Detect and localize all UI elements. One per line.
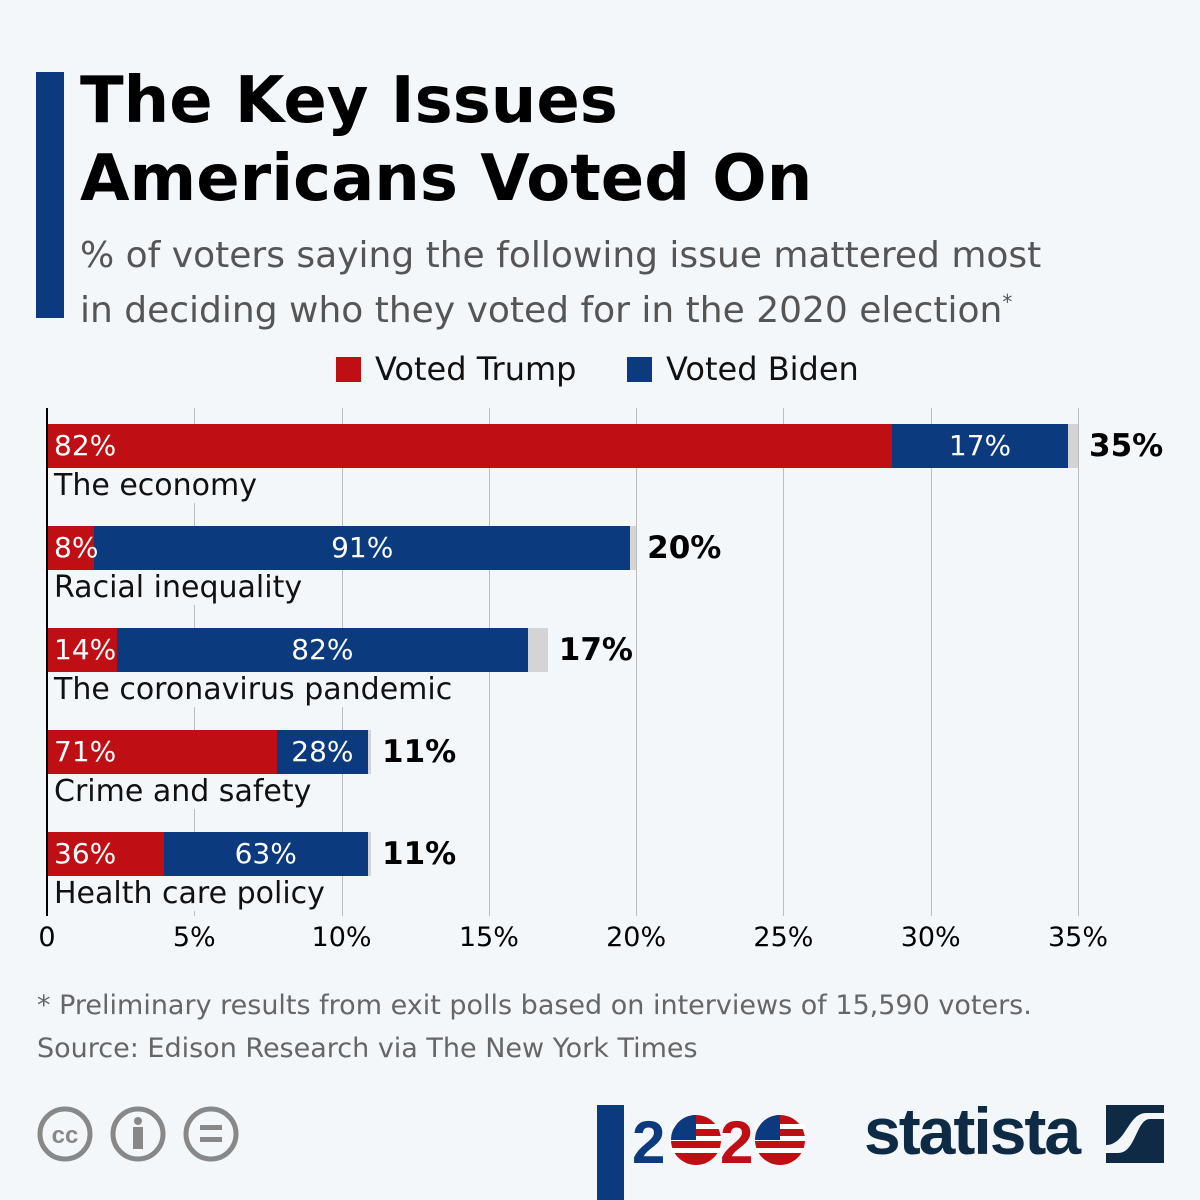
gridline (783, 408, 785, 916)
legend-label-trump: Voted Trump (375, 350, 577, 388)
x-tick-label: 25% (753, 922, 814, 953)
bar-label-biden: 82% (291, 633, 354, 666)
category-label: The coronavirus pandemic (54, 672, 457, 707)
attribution-icon (110, 1106, 166, 1162)
x-tick-label: 30% (900, 922, 961, 953)
bar-total-label: 17% (558, 632, 633, 668)
bar-trump (47, 832, 164, 876)
title-accent-bar (36, 72, 64, 318)
bar-trump (47, 628, 118, 672)
bar-label-trump: 14% (54, 633, 117, 666)
bar-biden (117, 628, 528, 672)
legend-item-trump: Voted Trump (336, 350, 576, 388)
subtitle-line-1: % of voters saying the following issue m… (80, 235, 1042, 276)
bar-label-trump: 8% (54, 531, 99, 564)
category-label: Health care policy (54, 876, 329, 911)
gridline (930, 408, 932, 916)
chart-subtitle: % of voters saying the following issue m… (80, 232, 1160, 334)
gridline (1078, 408, 1079, 916)
logo-accent-bar (597, 1105, 624, 1200)
bar-total-label: 35% (1089, 428, 1164, 464)
category-label: Crime and safety (54, 774, 316, 809)
category-label: The economy (54, 468, 261, 503)
svg-text:2: 2 (720, 1110, 753, 1170)
no-derivatives-icon (183, 1106, 239, 1162)
bar-trump (47, 424, 893, 468)
x-tick-label: 0 (38, 922, 56, 953)
bar-biden (277, 730, 368, 774)
x-tick-label: 5% (172, 922, 216, 953)
bar-label-biden: 63% (234, 837, 297, 870)
legend-swatch-trump (336, 356, 361, 382)
y-axis-line (46, 408, 48, 916)
bar-label-biden: 28% (291, 735, 354, 768)
x-tick-label: 10% (311, 922, 372, 953)
bar-biden (892, 424, 1068, 468)
subtitle-footnote-mark: * (1002, 290, 1013, 314)
statista-logo-icon (1106, 1105, 1164, 1163)
cc-license-icons: cc (37, 1106, 239, 1162)
subtitle-line-2: in deciding who they voted for in the 20… (80, 290, 1003, 331)
bar-label-trump: 82% (54, 429, 117, 462)
title-line-1: The Key Issues (80, 64, 618, 138)
gridline (636, 408, 638, 916)
cc-icon (37, 1106, 93, 1162)
statista-logo-text: statista (864, 1094, 1081, 1168)
footnote: * Preliminary results from exit polls ba… (37, 990, 1032, 1021)
svg-text:cc: cc (52, 1122, 79, 1149)
bar-total-label: 11% (382, 734, 457, 770)
bar-biden (94, 526, 631, 570)
bar-label-biden: 91% (331, 531, 394, 564)
x-tick-label: 15% (458, 922, 519, 953)
legend-swatch-biden (627, 356, 652, 382)
title-line-2: Americans Voted On (80, 142, 813, 216)
x-tick-label: 35% (1047, 922, 1109, 953)
bar-label-biden: 17% (948, 429, 1012, 462)
bar-biden (163, 832, 368, 876)
logo-2020: 2 2 (632, 1110, 805, 1170)
source: Source: Edison Research via The New York… (37, 1033, 698, 1064)
bar-total-label: 20% (647, 530, 722, 566)
category-label: Racial inequality (54, 570, 307, 605)
flag-zero-icon (671, 1115, 721, 1165)
legend-label-biden: Voted Biden (666, 350, 859, 388)
svg-text:2: 2 (632, 1110, 665, 1170)
bar-total-label: 11% (382, 836, 457, 872)
chart-title: The Key Issues Americans Voted On (80, 62, 1080, 218)
bar-trump (47, 730, 278, 774)
bar-label-trump: 71% (54, 735, 117, 768)
legend-item-biden: Voted Biden (627, 350, 859, 388)
bar-label-trump: 36% (54, 837, 117, 870)
x-tick-label: 20% (606, 922, 667, 953)
bar-trump (47, 526, 95, 570)
flag-zero-icon-2 (755, 1115, 805, 1165)
